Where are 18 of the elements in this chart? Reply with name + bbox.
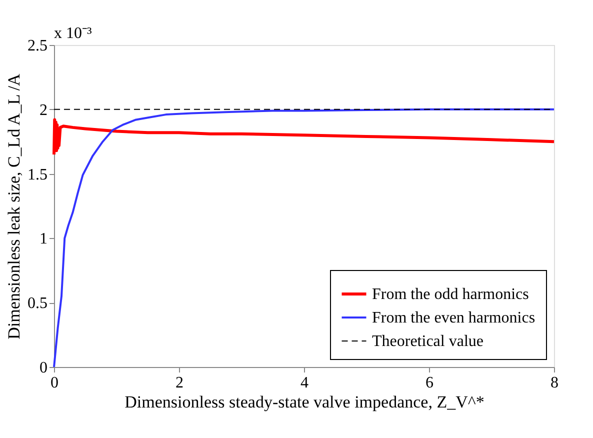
legend-label: From the even harmonics bbox=[372, 310, 536, 326]
y-tick-label: 2.5 bbox=[28, 38, 48, 54]
y-tick-label: 1.5 bbox=[28, 166, 48, 184]
x-tick-label: 0 bbox=[50, 374, 58, 392]
y-tick-label: 0.5 bbox=[28, 295, 48, 312]
x-tick-label: 6 bbox=[426, 374, 434, 392]
legend-label: From the odd harmonics bbox=[372, 286, 529, 303]
x-tick-label: 8 bbox=[550, 374, 558, 392]
y-axis-title: Dimensionless leak size, C_Ld A_L /A bbox=[4, 72, 24, 340]
legend-label: Theoretical value bbox=[372, 333, 484, 350]
y-tick-label: 1 bbox=[40, 230, 48, 248]
y-tick-label: 0 bbox=[40, 360, 48, 376]
x-axis-title: Dimensionless steady-state valve impedance, Z_V^* bbox=[124, 392, 484, 412]
text: x 10⁻³ bbox=[54, 25, 92, 42]
y-tick-label: 2 bbox=[40, 102, 48, 119]
line-series bbox=[52, 118, 556, 156]
x-tick-label: 2 bbox=[176, 374, 184, 392]
x-tick-label: 4 bbox=[300, 374, 308, 392]
